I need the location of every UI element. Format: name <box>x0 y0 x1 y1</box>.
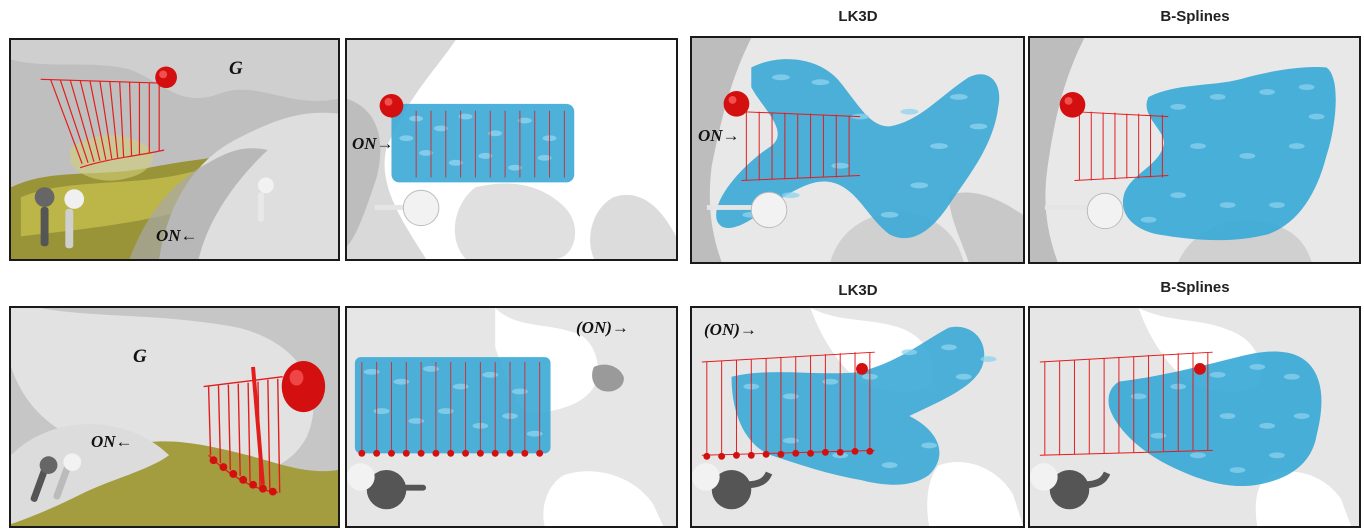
label-ON: (ON)→ <box>704 320 757 339</box>
panel-bottom-bsplines <box>1028 306 1361 528</box>
label-G: G <box>133 346 147 367</box>
column-title-lk3d-bottom: LK3D <box>838 282 878 299</box>
label-G: G <box>229 58 243 79</box>
label-ON: (ON)→ <box>576 318 629 337</box>
fiber-scene-image <box>347 40 676 259</box>
label-ON: ON← <box>156 226 198 245</box>
label-ON: ON→ <box>698 126 740 145</box>
panel-top-fibers: ON→ <box>345 38 678 261</box>
anatomy-scene-image <box>11 308 338 526</box>
panel-bottom-anatomy: G ON← <box>9 306 340 528</box>
panel-top-bsplines <box>1028 36 1361 264</box>
label-ON: ON← <box>91 432 133 451</box>
fiber-scene-image <box>347 308 676 526</box>
lk3d-scene-image <box>692 308 1023 526</box>
column-title-bsplines-top: B-Splines <box>1160 8 1230 25</box>
panel-bottom-fibers: (ON)→ <box>345 306 678 528</box>
bsplines-scene-image <box>1030 308 1359 526</box>
lk3d-scene-image <box>692 38 1023 262</box>
panel-top-lk3d: ON→ <box>690 36 1025 264</box>
column-title-lk3d-top: LK3D <box>838 8 878 25</box>
column-title-bsplines-bottom: B-Splines <box>1160 279 1230 296</box>
panel-top-anatomy: G ON← <box>9 38 340 261</box>
panel-bottom-lk3d: (ON)→ <box>690 306 1025 528</box>
anatomy-scene-image <box>11 40 338 259</box>
label-ON: ON→ <box>352 134 394 153</box>
bsplines-scene-image <box>1030 38 1359 262</box>
